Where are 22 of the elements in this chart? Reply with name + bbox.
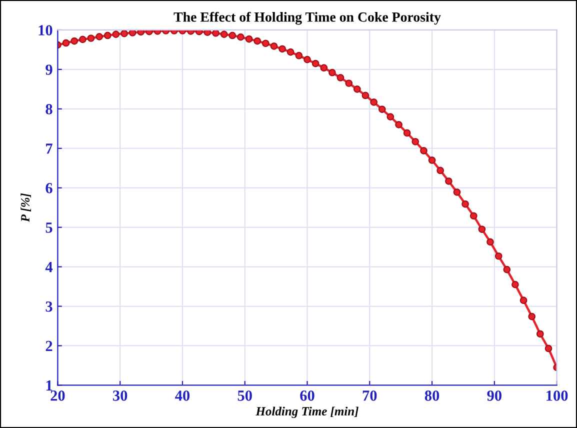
x-tick-label: 90 [487,390,502,401]
y-tick-label: 5 [46,222,52,233]
x-tick-label: 100 [546,390,568,401]
chart-title: The Effect of Holding Time on Coke Porosity [174,12,441,25]
x-tick-label: 70 [362,390,377,401]
x-axis-title: Holding Time [min] [256,406,358,418]
x-tick-label: 20 [50,390,65,401]
y-tick-label: 4 [45,262,53,272]
x-tick-label: 60 [300,390,314,401]
y-tick-label: 8 [46,104,52,114]
y-tick-label: 3 [46,301,52,312]
y-tick-label: 9 [46,64,52,75]
x-tick-label: 50 [238,390,252,401]
y-tick-label: 7 [46,144,52,154]
y-tick-label: 1 [46,380,52,390]
y-tick-label: 10 [38,25,52,36]
y-axis-title: P [%] [20,193,32,222]
y-tick-label: 2 [46,340,52,352]
x-tick-label: 80 [424,390,440,401]
y-tick-label: 6 [46,183,52,194]
x-tick-label: 30 [113,390,128,401]
x-tick-label: 40 [175,390,190,401]
